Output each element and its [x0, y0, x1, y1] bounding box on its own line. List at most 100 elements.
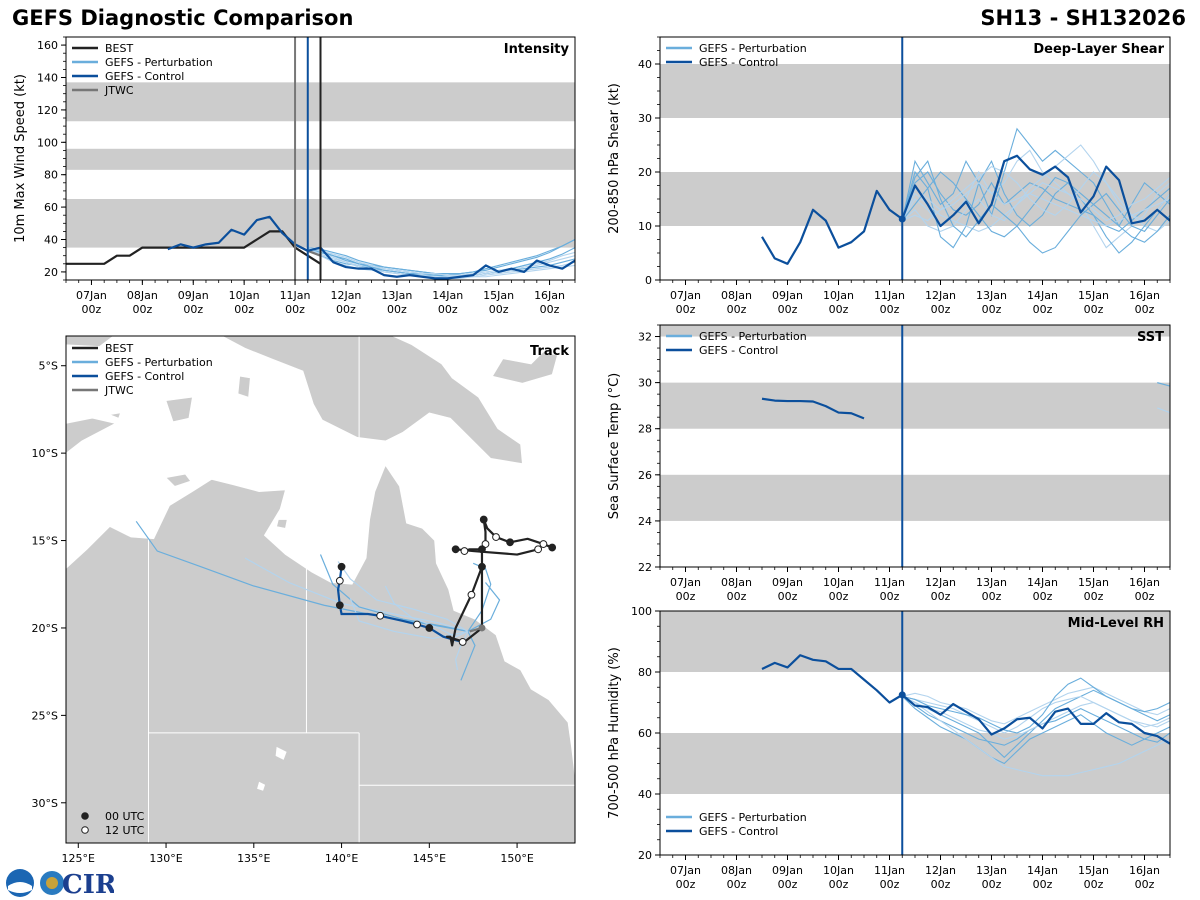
series-line-gefs-control — [167, 215, 575, 280]
rh-plot-area — [660, 611, 1170, 855]
shaded-band — [660, 64, 1170, 118]
perturbation-line — [901, 171, 1170, 233]
x-tick-label-hour: 00z — [982, 303, 1002, 316]
shaded-band — [660, 382, 1170, 429]
legend-label: JTWC — [104, 84, 134, 97]
x-tick-label-date: 14Jan — [1027, 289, 1058, 302]
x-tick-label-hour: 00z — [132, 303, 152, 316]
y-axis-label: 700-500 hPa Humidity (%) — [607, 647, 622, 819]
legend-label: GEFS - Perturbation — [105, 56, 213, 69]
legend-label: GEFS - Control — [105, 70, 184, 83]
x-tick-label-date: 11Jan — [280, 289, 311, 302]
marker-00utc — [548, 543, 557, 552]
x-tick-label-date: 09Jan — [772, 289, 803, 302]
x-tick-label-hour: 00z — [880, 590, 900, 603]
x-tick-label-hour: 00z — [829, 878, 849, 891]
legend-label: JTWC — [104, 384, 134, 397]
x-tick-label-hour: 00z — [778, 878, 798, 891]
y-tick-label: 0 — [645, 274, 652, 287]
y-tick-label: 140 — [37, 72, 58, 85]
gulf-shape — [291, 850, 321, 900]
x-tick-label-hour: 00z — [1135, 878, 1155, 891]
panel-title: Deep-Layer Shear — [1033, 42, 1164, 57]
x-tick-label-hour: 00z — [438, 303, 458, 316]
panel-title: SST — [1137, 330, 1164, 345]
x-tick-label-hour: 00z — [778, 303, 798, 316]
initial-time-dot — [898, 691, 906, 699]
x-tick-label-hour: 00z — [982, 590, 1002, 603]
panel-title: Intensity — [504, 42, 570, 57]
landmass-buru — [66, 336, 114, 347]
legend-label: GEFS - Control — [105, 370, 184, 383]
longitude-label: 140°E — [325, 852, 358, 865]
perturbation-line — [902, 695, 1170, 740]
y-tick-label: 26 — [638, 469, 652, 482]
x-tick-label-hour: 00z — [931, 878, 951, 891]
legend-label: BEST — [105, 342, 133, 355]
marker-00utc — [506, 538, 514, 547]
shear-panel: 01020304007Jan00z08Jan00z09Jan00z10Jan00… — [607, 36, 1171, 316]
latitude-label: 20°S — [32, 622, 58, 635]
marker-12utc — [534, 545, 543, 554]
perturbation-track — [244, 557, 469, 633]
x-tick-label-date: 14Jan — [1027, 864, 1058, 877]
perturbation-line — [902, 695, 1170, 734]
legend-label: GEFS - Perturbation — [105, 356, 213, 369]
x-tick-label-hour: 00z — [676, 303, 696, 316]
x-tick-label-date: 12Jan — [925, 289, 956, 302]
longitude-label: 130°E — [149, 852, 182, 865]
x-tick-label-date: 09Jan — [772, 864, 803, 877]
x-tick-label-date: 16Jan — [534, 289, 565, 302]
perturbation-track — [455, 631, 469, 671]
marker-00utc — [335, 601, 344, 610]
legend-marker — [81, 826, 89, 834]
marker-00utc — [478, 545, 486, 554]
longitude-label: 145°E — [413, 852, 446, 865]
y-tick-label: 60 — [44, 201, 58, 214]
x-tick-label-hour: 00z — [829, 590, 849, 603]
landmass-melville — [165, 473, 192, 487]
y-axis-label: 10m Max Wind Speed (kt) — [13, 74, 28, 243]
latitude-label: 25°S — [32, 709, 58, 722]
legend-label: GEFS - Perturbation — [699, 811, 807, 824]
y-tick-label: 30 — [638, 377, 652, 390]
x-tick-label-date: 11Jan — [874, 289, 905, 302]
x-tick-label-hour: 00z — [540, 303, 560, 316]
x-tick-label-date: 07Jan — [670, 289, 701, 302]
longitude-label: 135°E — [237, 852, 270, 865]
y-tick-label: 160 — [37, 39, 58, 52]
legend-label: BEST — [105, 42, 133, 55]
page-title: GEFS Diagnostic Comparison — [12, 6, 354, 30]
x-tick-label-date: 11Jan — [874, 864, 905, 877]
x-tick-label-date: 14Jan — [1027, 576, 1058, 589]
y-tick-label: 80 — [44, 169, 58, 182]
landmass-timor — [66, 417, 117, 454]
perturbation-line — [901, 160, 1170, 254]
x-tick-label-date: 10Jan — [823, 864, 854, 877]
landmass-aru — [237, 375, 251, 398]
x-tick-label-date: 08Jan — [721, 864, 752, 877]
x-tick-label-date: 08Jan — [127, 289, 158, 302]
x-tick-label-date: 13Jan — [381, 289, 412, 302]
legend-label: GEFS - Control — [699, 56, 778, 69]
y-axis-label: 200-850 hPa Shear (kt) — [607, 83, 622, 234]
x-tick-label-date: 08Jan — [721, 576, 752, 589]
x-tick-label-date: 10Jan — [823, 576, 854, 589]
y-tick-label: 80 — [638, 666, 652, 679]
x-tick-label-date: 12Jan — [925, 576, 956, 589]
x-tick-label-date: 15Jan — [1078, 576, 1109, 589]
y-tick-label: 20 — [638, 166, 652, 179]
series-line-gefs-control — [761, 154, 1170, 265]
sst-frame — [659, 324, 1171, 568]
x-tick-label-hour: 00z — [931, 590, 951, 603]
legend-label: 00 UTC — [105, 810, 145, 823]
x-tick-label-date: 08Jan — [721, 289, 752, 302]
x-tick-label-date: 13Jan — [976, 864, 1007, 877]
y-tick-label: 40 — [638, 788, 652, 801]
x-tick-label-hour: 00z — [727, 590, 747, 603]
track-frame — [65, 335, 576, 844]
latitude-label: 30°S — [32, 797, 58, 810]
sst-panel: 22242628303207Jan00z08Jan00z09Jan00z10Ja… — [607, 324, 1171, 603]
cira-logo-text: CIRA — [62, 870, 114, 898]
x-tick-label-hour: 00z — [1135, 590, 1155, 603]
